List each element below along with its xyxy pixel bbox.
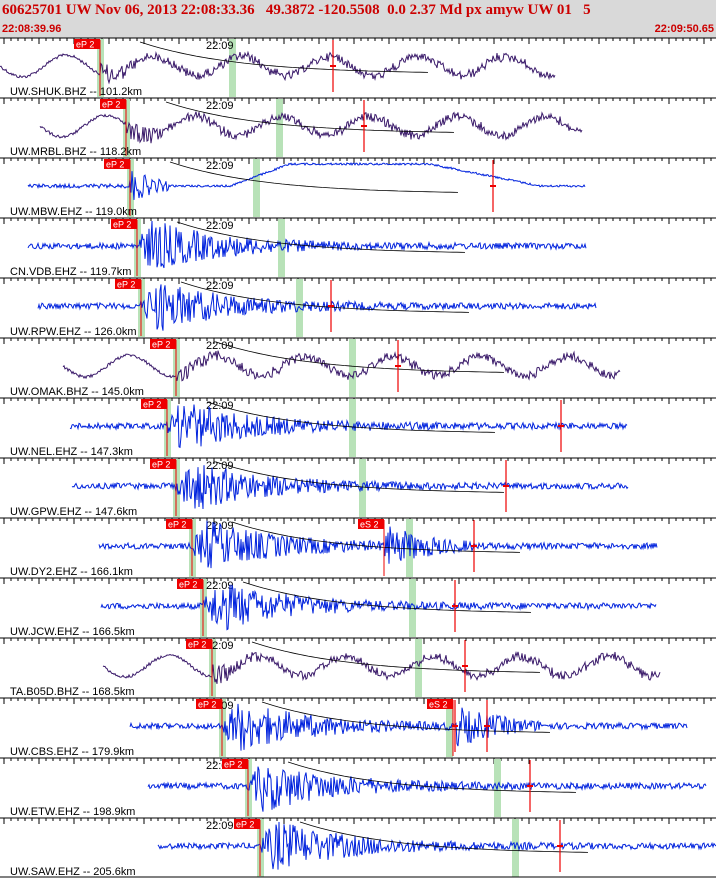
p-pick-label: eP 2 [102, 100, 120, 110]
coda-decay-curve [251, 641, 541, 673]
coda-decay-curve [180, 281, 470, 313]
minute-tick-label: 22:09 [206, 640, 234, 652]
coda-decay-curve [169, 161, 459, 193]
minute-tick-label: 22:09 [206, 340, 234, 352]
station-label: UW.CBS.EHZ -- 179.9km [10, 746, 134, 758]
waveform-trace [69, 404, 628, 449]
station-label: TA.B05D.BHZ -- 168.5km [10, 686, 135, 698]
s-pick-box [358, 519, 384, 529]
p-pick-label: eP 2 [113, 220, 131, 230]
p-pick-label: eP 2 [143, 400, 161, 410]
station-label: UW.SAW.EHZ -- 205.6km [10, 866, 136, 878]
coda-decay-curve [299, 821, 589, 853]
waveform-trace [37, 284, 597, 331]
p-pick-label: eP 2 [76, 40, 94, 50]
p-pick-box [141, 399, 167, 409]
coda-decay-curve [242, 581, 532, 613]
p-pick-label: eP 2 [188, 640, 206, 650]
p-pick-label: eP 2 [152, 340, 170, 350]
p-pick-label: eP 2 [198, 700, 216, 710]
p-pick-box [166, 519, 192, 529]
station-label: UW.SHUK.BHZ -- 101.2km [10, 86, 142, 98]
p-pick-label: eP 2 [106, 160, 124, 170]
p-pick-box [234, 819, 260, 829]
coda-decay-curve [176, 221, 466, 253]
end-time-label: 22:09:50.65 [654, 23, 714, 35]
p-pick-box [111, 219, 137, 229]
s-pick-box [427, 699, 453, 709]
station-label: UW.MBW.EHZ -- 119.0km [10, 206, 137, 218]
p-pick-label: eP 2 [224, 760, 242, 770]
phase-marker-band [349, 339, 356, 397]
waveform-trace [27, 162, 586, 200]
phase-marker-band [253, 159, 260, 217]
coda-decay-curve [215, 341, 505, 373]
p-pick-box [177, 579, 203, 589]
coda-decay-curve [261, 701, 551, 733]
coda-decay-curve [231, 521, 521, 553]
p-pick-label: eP 2 [152, 460, 170, 470]
p-pick-box [150, 459, 176, 469]
station-label: UW.GPW.EHZ -- 147.6km [10, 506, 137, 518]
station-label: UW.DY2.EHZ -- 166.1km [10, 566, 133, 578]
station-label: CN.VDB.EHZ -- 119.7km [10, 266, 131, 278]
minute-tick-label: 22:09 [206, 40, 234, 52]
coda-decay-curve [206, 401, 496, 433]
waveform-trace [71, 465, 629, 510]
station-label: UW.ETW.EHZ -- 198.9km [10, 806, 135, 818]
s-pick-label: eS 2 [429, 700, 448, 710]
coda-decay-curve [165, 101, 455, 133]
station-label: UW.JCW.EHZ -- 166.5km [10, 626, 135, 638]
p-pick-label: eP 2 [179, 580, 197, 590]
minute-tick-label: 22:09 [206, 460, 234, 472]
p-pick-box [104, 159, 130, 169]
coda-decay-curve [215, 461, 505, 493]
station-label: UW.NEL.EHZ -- 147.3km [10, 446, 133, 458]
p-pick-label: eP 2 [117, 280, 135, 290]
waveform-trace [102, 651, 661, 684]
minute-tick-label: 22:09 [206, 820, 234, 832]
event-title: 60625701 UW Nov 06, 2013 22:08:33.36 49.… [2, 2, 591, 18]
waveform-trace [100, 584, 657, 631]
p-pick-box [222, 759, 248, 769]
p-pick-box [150, 339, 176, 349]
p-pick-box [196, 699, 222, 709]
minute-tick-label: 22:09 [206, 100, 234, 112]
header-bar: 60625701 UW Nov 06, 2013 22:08:33.36 49.… [0, 0, 716, 38]
waveform-trace [62, 350, 621, 382]
p-pick-box [100, 99, 126, 109]
waveform-trace [157, 821, 716, 870]
coda-decay-curve [139, 41, 429, 73]
minute-tick-label: 22:09 [206, 580, 234, 592]
waveform-trace [129, 703, 688, 751]
p-pick-label: eP 2 [168, 520, 186, 530]
p-pick-box [74, 39, 100, 49]
station-label: UW.MRBL.BHZ -- 118.2km [10, 146, 141, 158]
waveform-trace [27, 220, 587, 269]
waveform-trace [147, 766, 707, 812]
phase-marker-band [229, 39, 236, 97]
s-pick-label: eS 2 [360, 520, 379, 530]
p-pick-box [115, 279, 141, 289]
station-label: UW.RPW.EHZ -- 126.0km [10, 326, 137, 338]
phase-marker-band [409, 579, 416, 637]
start-time-label: 22:08:39.96 [2, 23, 62, 35]
waveform-trace [0, 50, 556, 85]
waveform-trace [39, 111, 583, 144]
minute-tick-label: 22:09 [206, 160, 234, 172]
p-pick-label: eP 2 [236, 820, 254, 830]
phase-marker-band [276, 99, 283, 157]
coda-decay-curve [287, 761, 577, 793]
minute-tick-label: 22:09 [206, 280, 234, 292]
p-pick-box [186, 639, 212, 649]
minute-tick-label: 22:09 [206, 220, 234, 232]
station-label: UW.OMAK.BHZ -- 145.0km [10, 386, 144, 398]
